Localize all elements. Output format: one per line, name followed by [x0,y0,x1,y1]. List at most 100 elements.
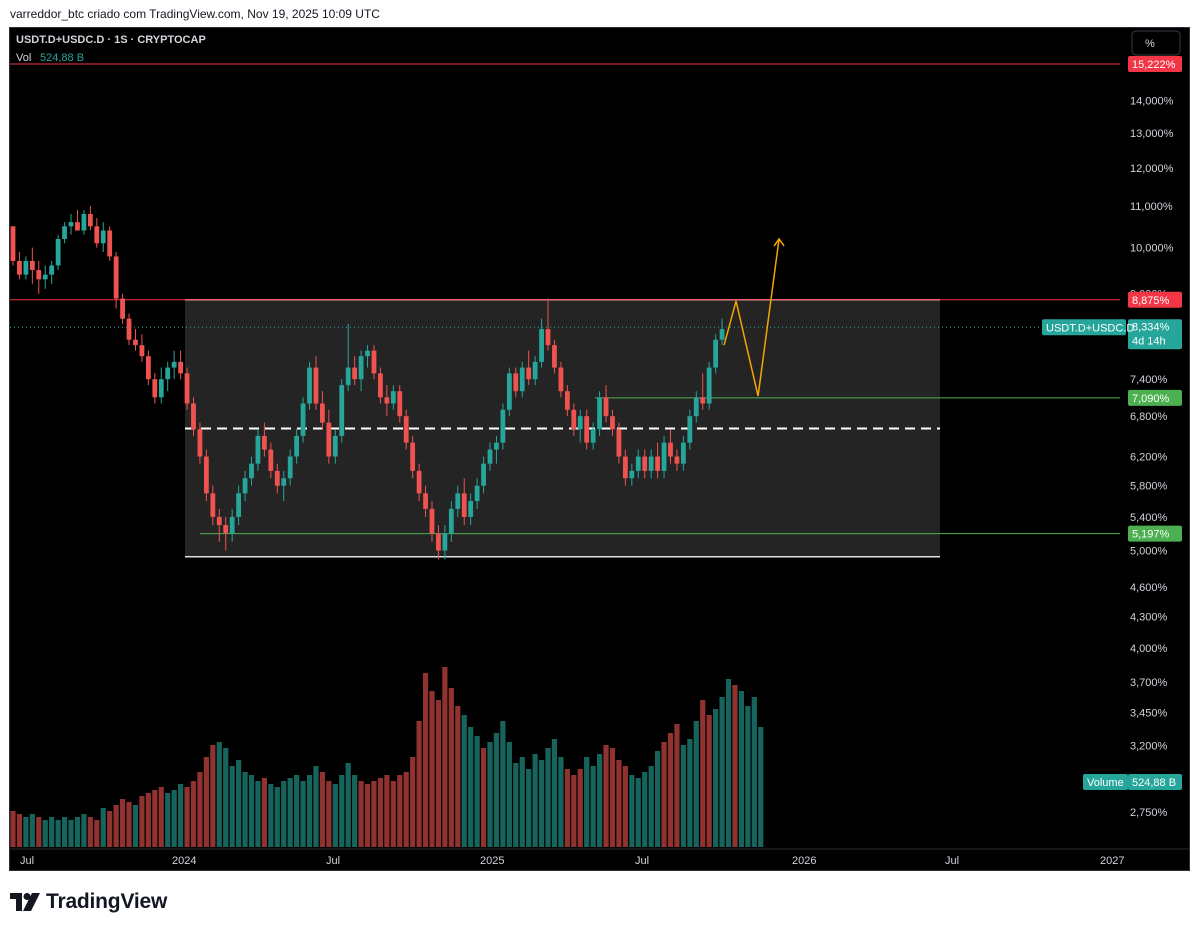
volume-bar [68,820,74,847]
price-tick-label: 13,000% [1130,128,1174,140]
price-level-tag-label: 15,222% [1132,59,1176,71]
volume-bar [513,763,519,847]
volume-bar [519,757,525,847]
current-price-value: 8,334% [1132,321,1170,333]
price-tick-label: 12,000% [1130,163,1174,175]
tradingview-logo-icon [10,893,40,911]
candle-body [178,361,183,374]
candle-body [203,456,209,494]
price-tick-label: 4,000% [1130,643,1168,655]
price-tick-label: 2,750% [1130,807,1168,819]
volume-bar [236,760,242,847]
candle-body [616,429,622,457]
candle-body [216,516,222,526]
candle-body [75,222,80,231]
volume-bar [416,721,422,847]
time-tick-label: Jul [945,855,959,867]
candle-body [442,533,448,551]
volume-bar [655,751,661,847]
candle-body [436,533,441,551]
price-tick-label: 6,800% [1130,411,1168,423]
candle-body [635,456,641,471]
tradingview-logo[interactable]: TradingView [10,890,167,914]
volume-bar [706,715,712,847]
candle-body [481,463,486,486]
volume-bar [642,772,648,847]
time-tick-label: Jul [635,855,649,867]
price-tick-label: 5,400% [1130,512,1168,524]
candle-body [429,508,435,534]
volume-bar [532,754,538,847]
candle-body [468,501,474,517]
volume-bar [584,757,590,847]
percent-toggle-label: % [1145,38,1155,50]
legend-vol-label: Vol [16,52,31,64]
percent-toggle-button[interactable]: % [1131,30,1181,56]
volume-bar [551,739,558,847]
candle-body [242,478,248,494]
volume-bar [242,772,248,847]
candle-body [590,429,596,443]
candle-body [268,449,274,471]
candle-body [274,470,280,486]
volume-bar [455,706,461,847]
volume-bar [629,775,635,847]
volume-bar [364,784,371,847]
volume-bar [713,709,719,847]
volume-bar [184,787,190,847]
volume-bar [29,814,35,847]
volume-bar [700,700,706,847]
price-tick-label: 3,450% [1130,708,1168,720]
time-tick-label: 2024 [172,855,196,867]
candle-body [713,339,719,368]
volume-bar [10,811,16,847]
candle-body [287,456,293,479]
candle-body [487,449,493,464]
candle-body [320,403,325,423]
candle-body [719,329,725,340]
candle-body [81,213,87,231]
volume-bar [558,757,564,847]
volume-bar [371,781,377,847]
candle-body [281,478,287,486]
candle-body [55,238,61,266]
tradingview-brand: TradingView [46,890,168,913]
volume-bar [758,727,764,847]
candle-body [87,213,93,227]
volume-bar [648,766,654,847]
legend-symbol[interactable]: USDT.D+USDC.D · 1S · CRYPTOCAP [16,34,206,46]
candle-body [42,274,48,280]
volume-bar [738,691,744,847]
candle-body [229,516,235,534]
candle-body [345,367,351,386]
candle-body [461,493,467,517]
volume-bar [674,724,680,847]
candle-body [249,463,254,479]
candle-body [390,391,396,404]
symbol-tag [1042,319,1126,336]
candle-body [558,367,564,392]
volume-bar [384,775,390,847]
candle-body [197,429,203,457]
price-level-tag [1128,525,1182,542]
volume-bar [190,781,197,847]
candlestick-chart[interactable]: 14,000%13,000%12,000%11,000%10,000%9,000… [10,28,1189,870]
volume-bar [210,745,216,847]
candle-body [94,226,100,244]
candle-body [332,435,338,457]
price-tick-label: 3,200% [1130,741,1168,753]
candle-body [139,345,145,357]
candle-body [410,442,416,471]
volume-bar [49,817,55,847]
candle-body [152,379,158,398]
volume-bar [100,808,106,847]
volume-bar [107,811,113,847]
volume-bar [687,739,693,847]
volume-bar [23,817,29,847]
time-tick-label: Jul [20,855,34,867]
volume-bar [577,769,583,847]
volume-bar [223,748,229,847]
chart-frame[interactable]: 14,000%13,000%12,000%11,000%10,000%9,000… [9,27,1190,871]
volume-bar [429,691,435,847]
volume-bar [74,817,81,847]
